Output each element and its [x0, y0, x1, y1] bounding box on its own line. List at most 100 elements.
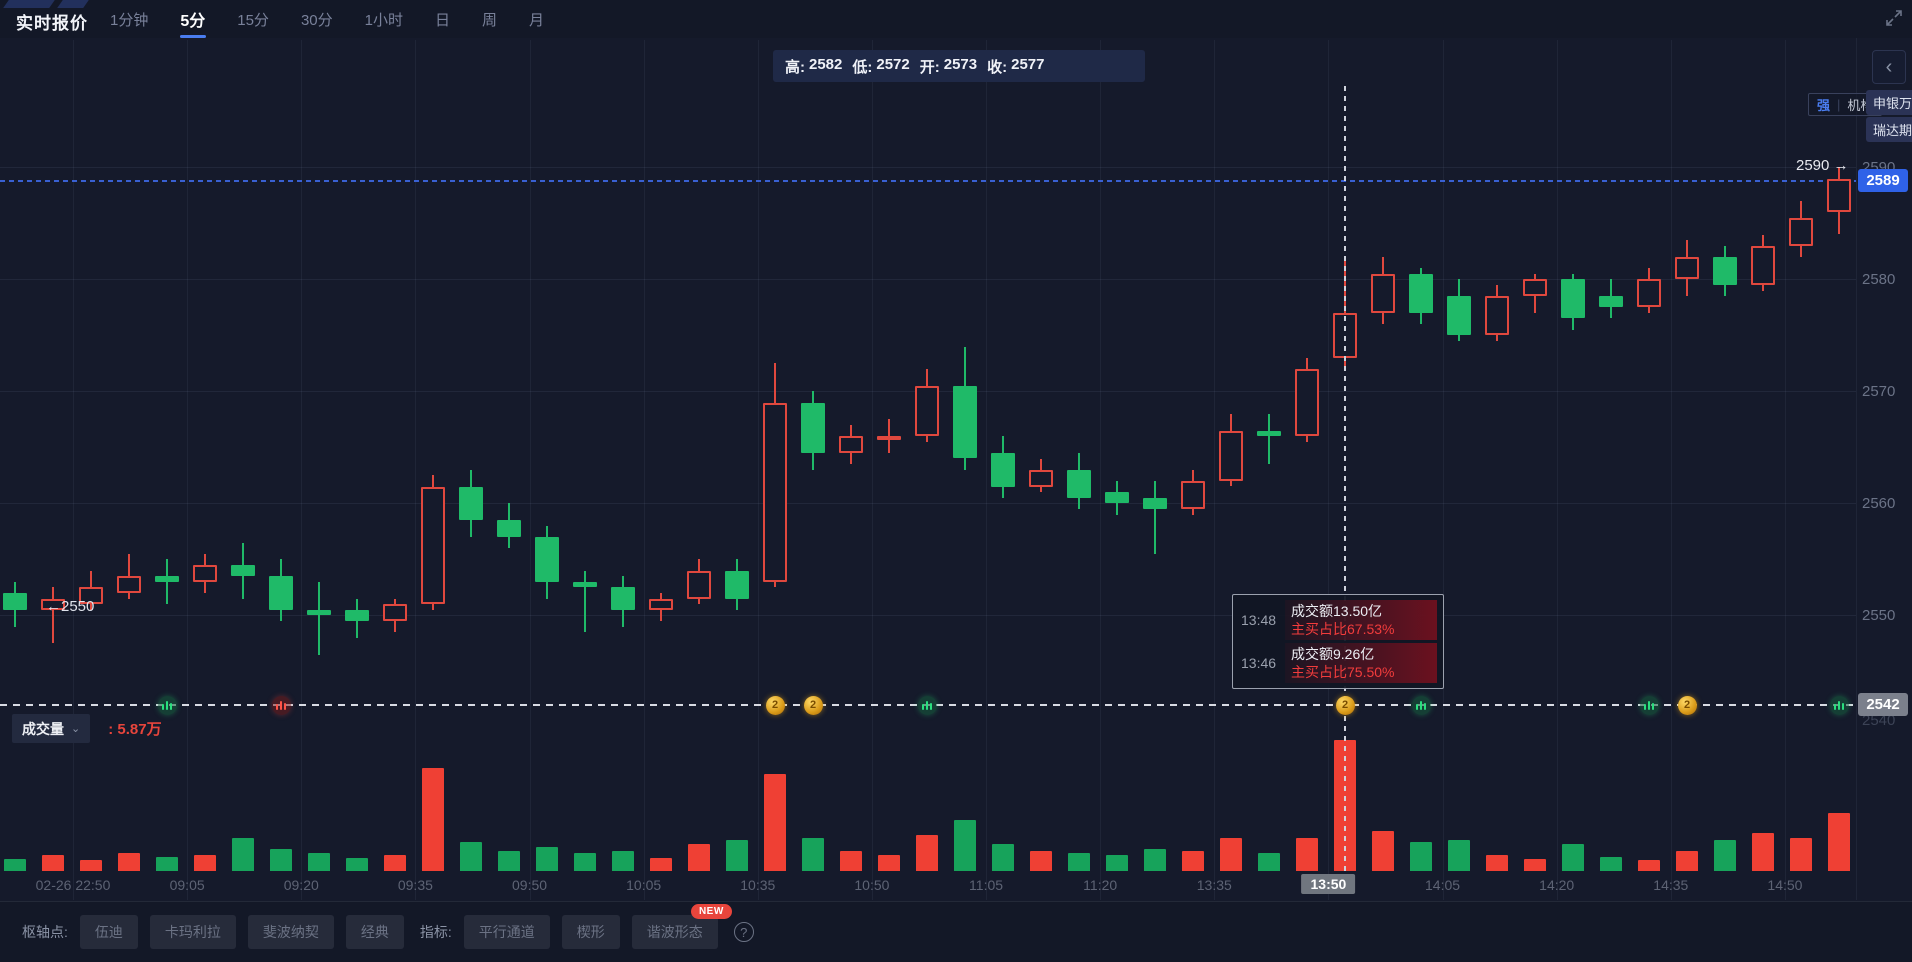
tool-button-斐波纳契[interactable]: 斐波纳契	[247, 915, 334, 949]
volume-bar	[1714, 839, 1736, 871]
ohlc-field: 收: 2577	[987, 55, 1045, 76]
medal-icon[interactable]: 2	[1335, 695, 1355, 715]
tooltip-row: 13:46 成交额9.26亿 主买占比75.50%	[1241, 643, 1437, 683]
tooltip-turnover: 成交额13.50亿	[1291, 603, 1383, 619]
toolbar-group: 枢轴点: 伍迪 卡玛利拉 斐波纳契 经典	[22, 915, 404, 949]
candle	[155, 576, 179, 582]
volume-bar	[1410, 842, 1432, 871]
volume-bar	[1106, 855, 1128, 871]
ohlc-field: 低: 2572	[852, 55, 910, 76]
candle	[991, 453, 1015, 487]
volume-surge-up-icon[interactable]	[1829, 695, 1849, 715]
tooltip-time: 13:48	[1241, 612, 1277, 628]
volume-bar	[688, 844, 710, 871]
gridline-vertical	[415, 40, 417, 900]
price-tick-2550: 2550	[1862, 607, 1896, 625]
medal-icon[interactable]: 2	[1677, 695, 1697, 715]
volume-bar	[422, 768, 444, 871]
tab-1小时[interactable]: 1小时	[364, 11, 403, 29]
candle	[877, 436, 901, 441]
volume-bar	[802, 837, 824, 871]
candle	[79, 587, 103, 605]
tooltip-buy-ratio: 主买占比67.53%	[1291, 621, 1395, 637]
gridline-vertical	[986, 40, 988, 900]
volume-bar	[1144, 848, 1166, 871]
tool-button-卡玛利拉[interactable]: 卡玛利拉	[149, 915, 236, 949]
current-price-badge: 2589	[1858, 169, 1908, 192]
medal-icon[interactable]: 2	[803, 695, 823, 715]
tooltip-row: 13:48 成交额13.50亿 主买占比67.53%	[1241, 600, 1437, 640]
tab-30分[interactable]: 30分	[300, 11, 333, 29]
volume-bar	[916, 835, 938, 871]
volume-surge-down-icon[interactable]	[271, 695, 291, 715]
volume-bar	[1220, 837, 1242, 871]
candle	[421, 486, 445, 605]
candle	[915, 385, 939, 437]
volume-value: : 5.87万	[108, 721, 162, 738]
candle	[1257, 430, 1281, 437]
gridline-vertical	[1214, 40, 1216, 900]
tab-周[interactable]: 周	[481, 11, 497, 29]
candle	[611, 587, 635, 610]
candle	[1789, 217, 1813, 246]
volume-surge-up-icon[interactable]	[917, 695, 937, 715]
time-label: 14:20	[1539, 877, 1575, 893]
candle	[725, 570, 749, 599]
candle	[269, 576, 293, 610]
candle	[459, 486, 483, 521]
candle	[1143, 497, 1167, 509]
tab-15分[interactable]: 15分	[237, 11, 269, 29]
volume-surge-up-icon[interactable]	[157, 695, 177, 715]
corner-decoration	[57, 0, 89, 8]
tab-1分钟[interactable]: 1分钟	[110, 11, 149, 29]
volume-surge-up-icon[interactable]	[1639, 695, 1659, 715]
volume-bar	[1486, 855, 1508, 871]
tool-button-经典[interactable]: 经典	[345, 915, 404, 949]
candle	[687, 570, 711, 599]
time-label: 14:05	[1425, 877, 1461, 893]
broker-tag[interactable]: 申银万	[1866, 90, 1912, 115]
tooltip-turnover: 成交额9.26亿	[1291, 646, 1375, 662]
crosshair-tooltip: 13:48 成交额13.50亿 主买占比67.53% 13:46 成交额9.26…	[1232, 594, 1444, 689]
volume-indicator-dropdown[interactable]: 成交量 ⌄	[12, 714, 91, 743]
page-title: 实时报价	[16, 14, 88, 33]
candle	[801, 402, 825, 453]
toolbar-group-label: 枢轴点:	[22, 924, 68, 940]
time-label: 10:50	[854, 877, 890, 893]
candle	[1523, 279, 1547, 297]
volume-bar	[764, 773, 786, 871]
current-price-line	[0, 180, 1856, 182]
candle-wick	[1154, 481, 1156, 554]
volume-bar	[270, 848, 292, 871]
tab-5分[interactable]: 5分	[178, 0, 207, 40]
medal-icon[interactable]: 2	[765, 695, 785, 715]
help-icon[interactable]: ?	[733, 922, 754, 942]
sentiment-badge[interactable]: 强 | 机构	[1808, 93, 1883, 116]
tool-button-伍迪[interactable]: 伍迪	[79, 915, 138, 949]
price-tick-2570: 2570	[1862, 383, 1896, 401]
time-axis: 02-26 22:50 09:05 09:20 09:35 09:50 10:05 10:3…	[0, 872, 1856, 900]
tab-月[interactable]: 月	[529, 11, 545, 29]
ohlc-field: 开: 2573	[919, 55, 978, 76]
time-label: 09:20	[283, 877, 319, 893]
candle	[307, 609, 331, 616]
gridline-vertical	[529, 40, 531, 900]
time-label: 10:05	[626, 877, 662, 893]
gridline-vertical	[1328, 40, 1330, 900]
strength-label: 强	[1817, 98, 1831, 113]
collapse-panel-button[interactable]: ‹	[1872, 50, 1906, 84]
tool-button-楔形[interactable]: 楔形	[561, 915, 620, 949]
candle-wick	[584, 570, 586, 633]
tool-button-平行通道[interactable]: 平行通道	[463, 915, 550, 949]
candle	[1181, 481, 1205, 509]
volume-bar	[156, 856, 178, 871]
volume-surge-up-icon[interactable]	[1411, 695, 1431, 715]
tab-日[interactable]: 日	[434, 11, 450, 29]
top-bar: 实时报价 1分钟 5分 15分 30分 1小时 日 周 月	[0, 0, 1912, 38]
tool-button-谐波形态[interactable]: 谐波形态 NEW	[631, 904, 732, 949]
broker-tag[interactable]: 瑞达期	[1866, 117, 1912, 142]
volume-bar	[384, 855, 406, 871]
fullscreen-icon[interactable]	[1884, 8, 1904, 28]
